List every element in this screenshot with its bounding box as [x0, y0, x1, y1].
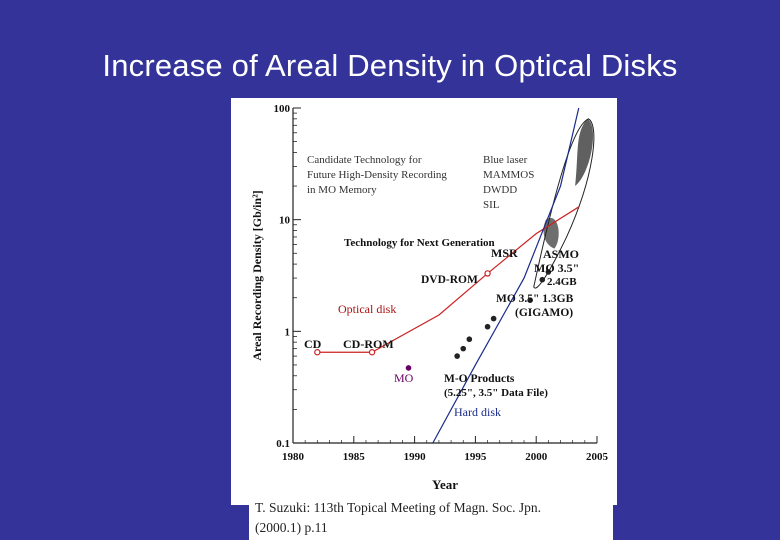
x-tick-label-0: 1980: [282, 451, 305, 463]
candidate-item-3: SIL: [483, 199, 500, 211]
candidate-item-2: DWDD: [483, 184, 517, 196]
mo-point-0: [405, 365, 412, 371]
slide-title: Increase of Areal Density in Optical Dis…: [102, 48, 678, 83]
msr-label: MSR: [491, 246, 518, 260]
y-tick-label-3: 100: [274, 103, 291, 115]
candidate-box-line-0: Candidate Technology for: [307, 154, 422, 166]
optical-disk-label: Optical disk: [338, 302, 396, 316]
x-tick-label-3: 1995: [464, 451, 487, 463]
mo-products-label-b: (5.25", 3.5" Data File): [444, 387, 548, 399]
citation-line-1: T. Suzuki: 113th Topical Meeting of Magn…: [255, 500, 542, 515]
mo-point-8: [545, 269, 552, 275]
mo-point-2: [460, 345, 467, 352]
mo-point-1: [454, 353, 460, 359]
mo-point-5: [490, 315, 497, 322]
mo35-24-label-a: MO 3.5": [534, 261, 579, 275]
future-outline: [533, 118, 595, 289]
asmo-label: ASMO: [543, 247, 579, 261]
mo-point-3: [466, 336, 473, 343]
mo-label: MO: [394, 371, 414, 385]
density-chart: 0.1 1 10 100 1980 1985 1990 1995 2000 2005 Year Are…: [250, 103, 609, 492]
candidate-item-1: MAMMOS: [483, 169, 534, 181]
candidate-box-line-2: in MO Memory: [307, 184, 377, 196]
mo-point-6: [527, 297, 533, 304]
next-gen-label: Technology for Next Generation: [344, 237, 495, 249]
mo-point-7: [539, 276, 546, 283]
x-tick-label-2: 1990: [404, 451, 427, 463]
dvd-point: [484, 270, 491, 277]
y-tick-label-1: 1: [285, 326, 291, 338]
candidate-item-0: Blue laser: [483, 154, 528, 166]
y-axis-label: Areal Recording Density [Gb/in²]: [250, 190, 264, 360]
mo-point-4: [484, 323, 491, 330]
chart-figure: 0.1 1 10 100 1980 1985 1990 1995 2000 2005 Year Are…: [231, 98, 617, 505]
cd-label: CD: [304, 337, 322, 351]
mo35-13-label-a: MO 3.5" 1.3GB: [496, 293, 574, 305]
dvd-rom-label: DVD-ROM: [421, 274, 478, 286]
mo-products-label-a: M-O Products: [444, 373, 515, 385]
x-tick-label-1: 1985: [343, 451, 366, 463]
x-axis-label: Year: [432, 477, 458, 492]
candidate-box-line-1: Future High-Density Recording: [307, 169, 447, 181]
citation: T. Suzuki: 113th Topical Meeting of Magn…: [249, 496, 613, 540]
mo35-13-label-b: (GIGAMO): [515, 307, 573, 319]
series-line-2: [432, 107, 580, 444]
optical-point-1: [368, 349, 376, 356]
x-tick-label-5: 2005: [586, 451, 609, 463]
next-gen-blob: [575, 118, 594, 187]
y-tick-label-2: 10: [279, 215, 291, 227]
cd-rom-label: CD-ROM: [343, 337, 394, 351]
x-tick-label-4: 2000: [525, 451, 548, 463]
hard-disk-label: Hard disk: [454, 405, 501, 419]
optical-point-0: [314, 349, 321, 356]
mo35-24-label-b: 2.4GB: [547, 276, 577, 288]
y-tick-label-0: 0.1: [276, 438, 290, 450]
citation-line-2: (2000.1) p.11: [255, 520, 328, 535]
